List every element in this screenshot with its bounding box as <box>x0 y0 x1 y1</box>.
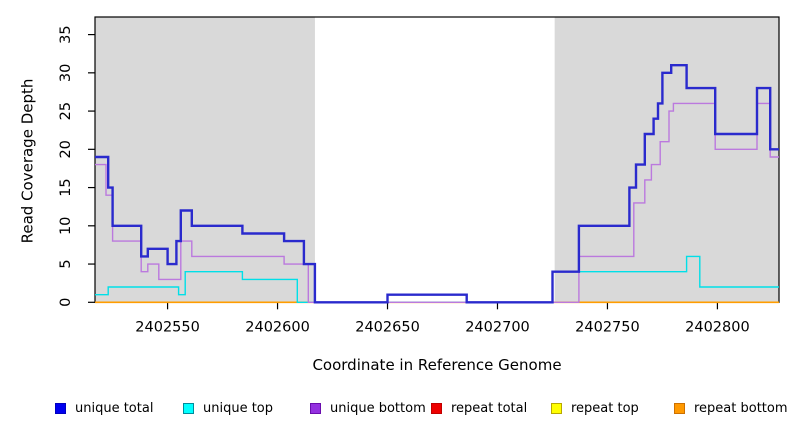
y-tick-label: 20 <box>58 140 74 158</box>
legend-label: unique total <box>75 400 154 416</box>
legend-item-repeat-top: repeat top <box>551 398 639 418</box>
x-tick-label: 2402550 <box>135 319 200 335</box>
legend-swatch-icon <box>431 402 442 414</box>
x-tick-label: 2402800 <box>685 319 750 335</box>
x-tick-label: 2402600 <box>245 319 310 335</box>
y-tick-label: 0 <box>58 298 74 307</box>
series-unique-total <box>95 64 779 304</box>
x-tick-label: 2402700 <box>465 319 530 335</box>
legend-label: repeat top <box>571 400 639 416</box>
y-tick-label: 25 <box>58 102 74 120</box>
legend-swatch-icon <box>551 402 562 414</box>
legend-label: repeat bottom <box>694 400 788 416</box>
shaded-region-0 <box>95 17 315 303</box>
legend-label: unique bottom <box>330 400 426 416</box>
y-tick-label: 10 <box>58 217 74 235</box>
legend-swatch-icon <box>183 402 194 414</box>
series-unique-bottom <box>95 102 779 303</box>
series-unique-top <box>95 255 779 303</box>
shaded-region-1 <box>554 17 779 303</box>
y-tick-label: 5 <box>58 259 74 268</box>
legend-swatch-icon <box>55 402 66 414</box>
x-tick-label: 2402750 <box>575 319 640 335</box>
coverage-plot: 2402550 2402600 2402650 2402700 2402750 24028… <box>58 16 780 335</box>
legend-item-unique-bottom: unique bottom <box>310 398 426 418</box>
legend-swatch-icon <box>310 402 321 414</box>
legend-label: unique top <box>203 400 274 416</box>
legend-item-repeat-bottom: repeat bottom <box>674 398 788 418</box>
legend-item-unique-top: unique top <box>183 398 273 418</box>
x-tick-label: 2402650 <box>355 319 420 335</box>
legend-label: repeat total <box>451 400 528 416</box>
x-axis-title: Coordinate in Reference Genome <box>312 356 562 374</box>
legend: unique total unique top unique bottom repea… <box>0 398 792 420</box>
legend-swatch-icon <box>674 402 685 414</box>
y-tick-label: 30 <box>58 64 74 82</box>
y-axis-title: Read Coverage Depth <box>18 78 37 244</box>
y-tick-label: 15 <box>58 178 74 196</box>
legend-item-repeat-total: repeat total <box>431 398 527 418</box>
plot-canvas: 2402550 2402600 2402650 2402700 2402750 24028… <box>58 16 780 335</box>
legend-item-unique-total: unique total <box>55 398 153 418</box>
y-tick-label: 35 <box>58 25 74 43</box>
